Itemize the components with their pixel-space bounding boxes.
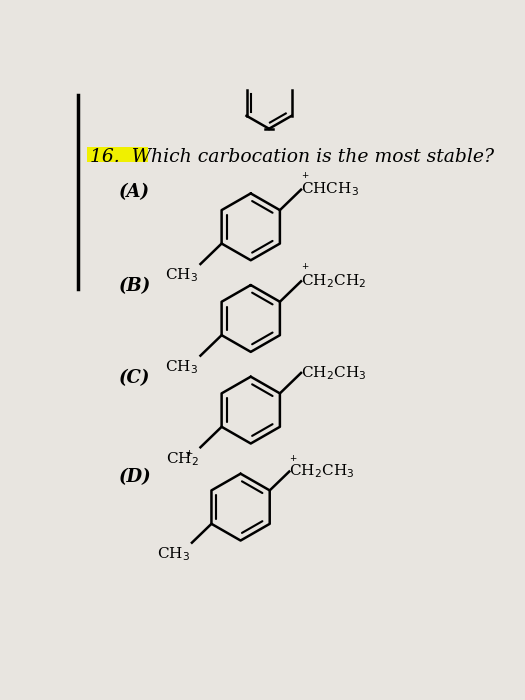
Text: (D): (D): [119, 468, 151, 486]
Text: (A): (A): [119, 183, 150, 201]
Text: (B): (B): [119, 277, 151, 295]
Text: 16.  Which carbocation is the most stable?: 16. Which carbocation is the most stable…: [90, 148, 494, 166]
Text: (C): (C): [119, 369, 150, 387]
Text: CHCH$_3$: CHCH$_3$: [301, 181, 359, 199]
Text: CH$_2$CH$_2$: CH$_2$CH$_2$: [301, 272, 366, 290]
Text: CH$_3$: CH$_3$: [165, 267, 198, 284]
Text: $^+$: $^+$: [288, 454, 298, 467]
Text: CH$_2$CH$_3$: CH$_2$CH$_3$: [289, 463, 354, 480]
Text: $^+$: $^+$: [300, 263, 310, 276]
FancyBboxPatch shape: [87, 146, 148, 162]
Text: CH$_2$: CH$_2$: [165, 450, 198, 468]
Text: CH$_3$: CH$_3$: [157, 545, 190, 563]
Text: CH$_3$: CH$_3$: [165, 358, 198, 376]
Text: CH$_2$CH$_3$: CH$_2$CH$_3$: [301, 364, 366, 382]
Text: $^+$: $^+$: [184, 450, 194, 463]
Text: $^+$: $^+$: [300, 172, 310, 184]
